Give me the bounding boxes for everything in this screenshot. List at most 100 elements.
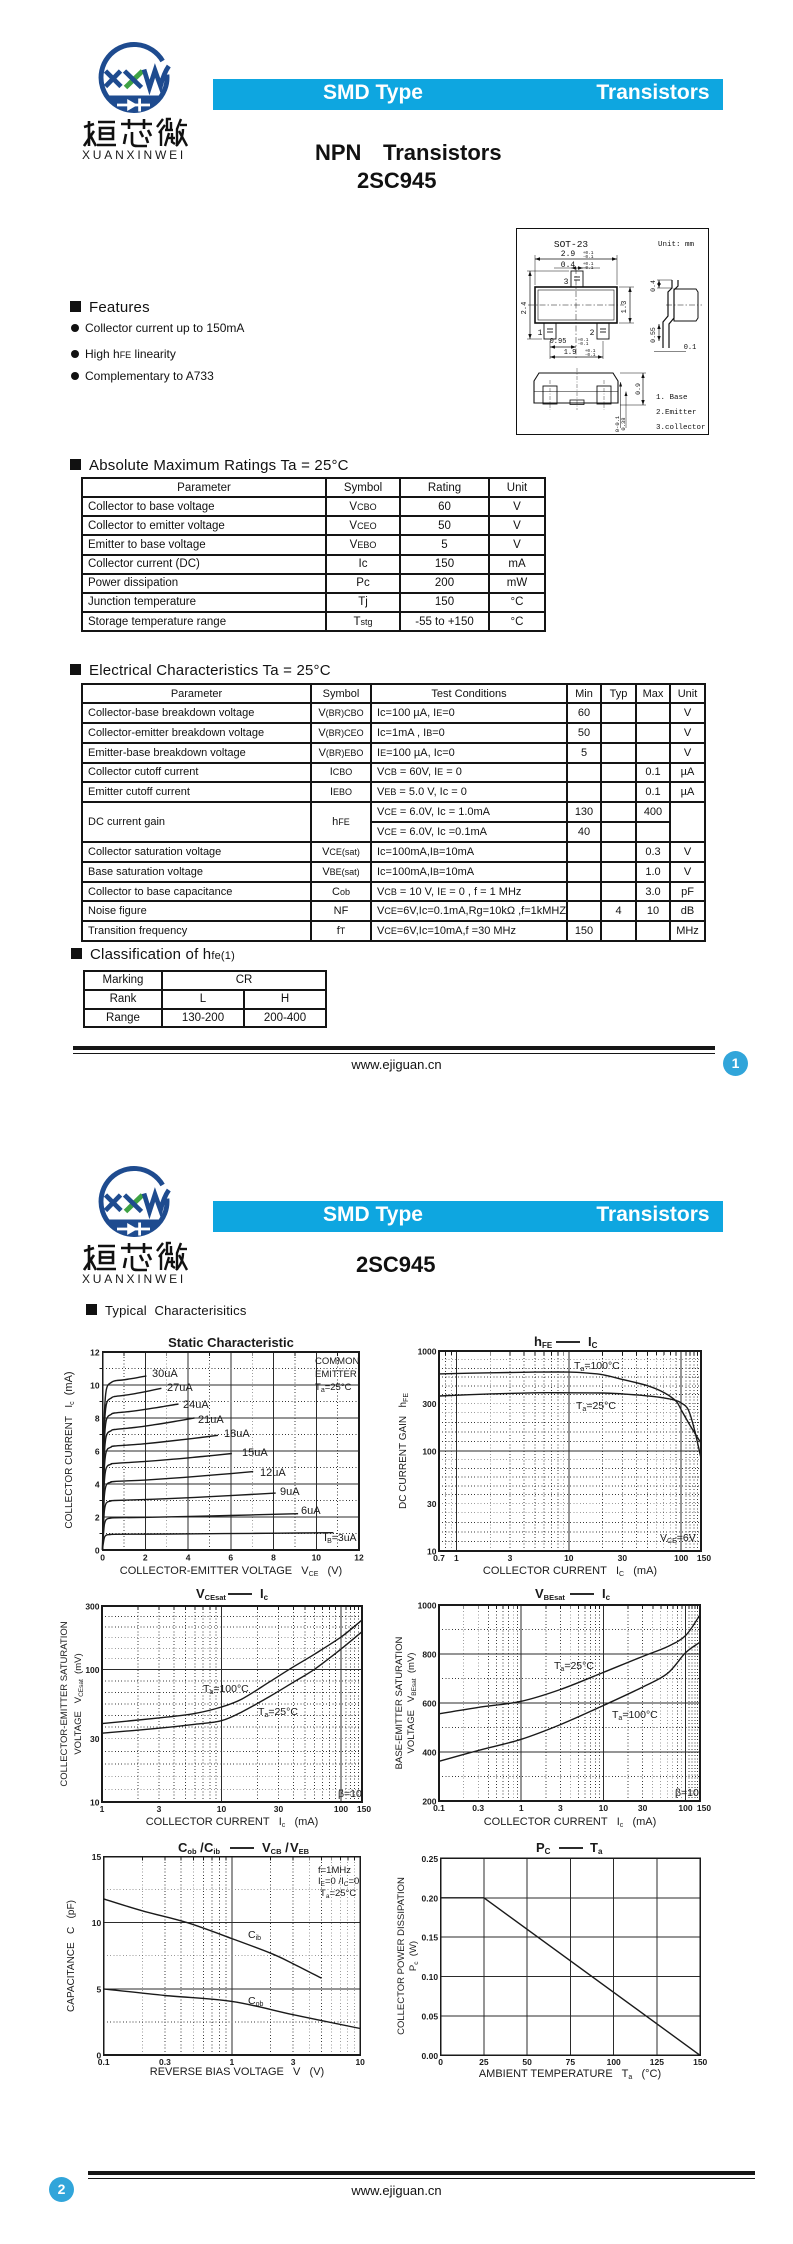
svg-text:COLLECTOR CURRENT IC (mA): COLLECTOR CURRENT IC (mA) [483,1565,657,1578]
svg-text:0-0.1: 0-0.1 [614,415,621,432]
svg-text:400: 400 [422,1748,436,1758]
svg-text:0.1: 0.1 [98,2057,110,2067]
svg-text:100: 100 [334,1804,348,1814]
svg-text:21uA: 21uA [198,1414,224,1426]
svg-text:0.4: 0.4 [650,280,657,292]
svg-text:2: 2 [95,1513,100,1523]
svg-text:50: 50 [522,2057,532,2067]
svg-text:COLLECTOR POWER DISSIPATION: COLLECTOR POWER DISSIPATION [396,1877,407,2035]
svg-text:3: 3 [157,1804,162,1814]
svg-text:0.95: 0.95 [550,338,567,346]
svg-text:Ta=100°C: Ta=100°C [612,1709,658,1722]
svg-text:6: 6 [95,1447,100,1457]
svg-text:Static Characteristic: Static Characteristic [168,1335,294,1350]
svg-text:10: 10 [355,2057,365,2067]
svg-text:0.1: 0.1 [684,344,697,352]
svg-text:0.25: 0.25 [422,1854,439,1864]
svg-text:-0.1: -0.1 [583,254,594,260]
svg-text:2: 2 [590,329,595,338]
svg-text:10: 10 [92,1918,102,1928]
svg-text:-0.1: -0.1 [585,352,596,358]
svg-text:10: 10 [564,1553,574,1563]
svg-text:VBEsat: VBEsat [535,1586,565,1602]
svg-text:COMMON: COMMON [315,1356,359,1367]
svg-text:1: 1 [454,1553,459,1563]
svg-text:BASE-EMITTER SATURATION: BASE-EMITTER SATURATION [394,1637,405,1770]
svg-text:DC CURRENT GAIN hFE: DC CURRENT GAIN hFE [398,1393,410,1509]
svg-text:200: 200 [422,1797,436,1807]
svg-text:150: 150 [697,1803,711,1813]
svg-text:6: 6 [228,1553,233,1563]
svg-text:+0.1: +0.1 [578,337,589,343]
svg-text:Cob /: Cob / [178,1840,204,1856]
svg-text:COLLECTOR-EMITTER SATURATION: COLLECTOR-EMITTER SATURATION [59,1621,70,1786]
svg-text:1: 1 [230,2057,235,2067]
svg-text:30uA: 30uA [152,1368,178,1380]
svg-text:0: 0 [96,2051,101,2061]
svg-text:15uA: 15uA [242,1447,268,1459]
svg-text:0.20: 0.20 [422,1893,439,1903]
svg-text:0.4: 0.4 [561,261,576,270]
svg-text:VOLTAGE VBEsat (mV): VOLTAGE VBEsat (mV) [406,1653,418,1754]
svg-text:100: 100 [607,2057,621,2067]
svg-text:Ta=25°C: Ta=25°C [258,1706,298,1719]
svg-text:0.00: 0.00 [422,2051,439,2061]
svg-text:0.9: 0.9 [635,383,642,395]
svg-text:300: 300 [422,1399,436,1409]
svg-text:0.7: 0.7 [433,1553,445,1563]
svg-text:Ic: Ic [260,1586,269,1602]
svg-text:9uA: 9uA [280,1486,300,1498]
svg-text:4: 4 [95,1480,100,1490]
svg-text:30: 30 [427,1499,437,1509]
svg-text:1: 1 [519,1803,524,1813]
svg-text:REVERSE BIAS VOLTAGE V (V): REVERSE BIAS VOLTAGE V (V) [150,2066,324,2078]
svg-text:5: 5 [96,1984,101,1994]
svg-text:IB=3uA: IB=3uA [324,1532,357,1545]
svg-text:+0.1: +0.1 [583,261,594,267]
svg-text:2.9: 2.9 [561,250,576,259]
svg-text:12uA: 12uA [260,1467,286,1479]
svg-text:0.3: 0.3 [159,2057,171,2067]
svg-text:VCEsat: VCEsat [196,1586,226,1602]
svg-text:800: 800 [422,1650,436,1660]
svg-text:25: 25 [479,2057,489,2067]
svg-text:100: 100 [674,1553,688,1563]
svg-text:15: 15 [92,1852,102,1862]
svg-text:100: 100 [422,1447,436,1457]
svg-text:300: 300 [85,1602,99,1612]
svg-text:10: 10 [90,1381,100,1391]
svg-text:8: 8 [271,1553,276,1563]
svg-text:150: 150 [357,1804,371,1814]
svg-text:0: 0 [438,2057,443,2067]
svg-text:150: 150 [697,1553,711,1563]
svg-text:Cob: Cob [248,1995,263,2008]
svg-text:30: 30 [618,1553,628,1563]
svg-text:Ta=100°C: Ta=100°C [203,1683,249,1696]
svg-text:27uA: 27uA [167,1382,193,1394]
svg-text:+0.1: +0.1 [583,250,594,256]
svg-text:12: 12 [90,1348,100,1358]
svg-text:VCB /: VCB / [262,1840,289,1856]
svg-text:-0.1: -0.1 [578,341,589,347]
svg-text:3: 3 [558,1803,563,1813]
svg-text:1: 1 [538,329,543,338]
svg-text:Cib: Cib [248,1929,261,1942]
svg-text:0.05: 0.05 [422,2012,439,2022]
svg-text:Ta=100°C: Ta=100°C [574,1360,620,1373]
svg-text:IC: IC [588,1334,598,1350]
svg-text:8: 8 [95,1414,100,1424]
svg-text:600: 600 [422,1699,436,1709]
svg-text:0: 0 [100,1553,105,1563]
svg-text:Cib: Cib [204,1840,220,1856]
svg-text:Ta: Ta [590,1840,603,1856]
svg-text:AMBIENT TEMPERATURE Ta (°C: AMBIENT TEMPERATURE Ta (°C) [479,2068,661,2081]
svg-text:Ic: Ic [602,1586,611,1602]
svg-text:CAPACITANCE C (pF): CAPACITANCE C (pF) [66,1900,77,2012]
svg-text:6uA: 6uA [301,1505,321,1517]
svg-text:VCE=6V: VCE=6V [660,1532,696,1545]
svg-text:0.55: 0.55 [650,327,657,343]
svg-text:0.1: 0.1 [433,1803,445,1813]
svg-text:IE=0 /IC=0: IE=0 /IC=0 [318,1876,359,1888]
svg-text:24uA: 24uA [183,1399,209,1411]
svg-text:EMITTER: EMITTER [315,1369,357,1380]
